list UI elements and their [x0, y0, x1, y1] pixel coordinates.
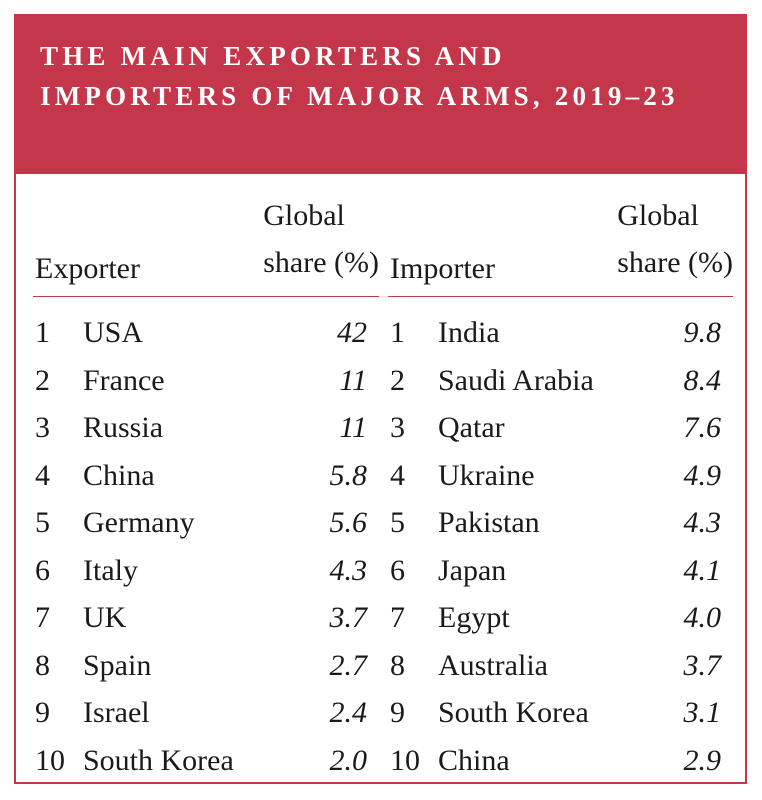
share-value-cell: 2.4 — [329, 696, 368, 729]
rank-cell: 9 — [35, 696, 50, 729]
exporter-rows: 1 USA 42 2 France 11 3 Russia 11 4 China 5.8 5 German… — [33, 297, 379, 784]
share-value-cell: 2.7 — [329, 648, 368, 682]
country-cell: South Korea — [83, 743, 234, 777]
importer-column-header: Importer — [390, 252, 495, 285]
country-cell: UK — [83, 601, 127, 634]
rank-cell: 7 — [390, 601, 405, 634]
table-card: THE MAIN EXPORTERS AND IMPORTERS OF MAJO… — [14, 14, 747, 784]
country-cell: India — [438, 316, 500, 349]
table-row: 8 Spain 2.7 — [33, 642, 379, 690]
country-cell: Saudi Arabia — [438, 363, 594, 397]
rank-cell: 7 — [35, 601, 50, 634]
rank-cell: 4 — [35, 458, 50, 492]
table-row: 8 Australia 3.7 — [388, 642, 733, 690]
share-value-cell: 4.9 — [683, 458, 722, 492]
share-value-cell: 8.4 — [683, 363, 722, 397]
importer-share-column-header: Global share (%) — [617, 192, 733, 286]
share-value-cell: 4.1 — [683, 553, 722, 587]
exporter-share-column-header: Global share (%) — [263, 192, 379, 286]
table-row: 7 Egypt 4.0 — [388, 594, 733, 642]
country-cell: Spain — [83, 648, 152, 682]
share-value-cell: 11 — [339, 363, 367, 397]
country-cell: China — [438, 743, 510, 777]
exporter-column-header: Exporter — [35, 252, 140, 285]
table-row: 2 Saudi Arabia 8.4 — [388, 357, 733, 405]
country-cell: Pakistan — [438, 506, 540, 539]
exporter-share-header-line1: Global — [263, 199, 345, 232]
rank-cell: 6 — [35, 553, 50, 587]
rank-cell: 1 — [35, 316, 50, 349]
table-row: 4 China 5.8 — [33, 452, 379, 500]
share-value-cell: 4.3 — [683, 506, 722, 539]
share-value-cell: 4.0 — [683, 601, 722, 634]
table-row: 3 Qatar 7.6 — [388, 404, 733, 452]
title-banner: THE MAIN EXPORTERS AND IMPORTERS OF MAJO… — [16, 16, 745, 174]
rank-cell: 3 — [390, 411, 405, 444]
share-value-cell: 42 — [337, 316, 367, 349]
table-row: 5 Pakistan 4.3 — [388, 499, 733, 547]
rank-cell: 2 — [390, 363, 405, 397]
rank-cell: 3 — [35, 411, 50, 444]
rank-cell: 10 — [35, 743, 65, 777]
exporter-share-header-line2: share (%) — [263, 246, 379, 279]
importer-share-header-line1: Global — [617, 199, 699, 232]
share-value-cell: 3.1 — [683, 696, 722, 729]
table-row: 9 Israel 2.4 — [33, 689, 379, 737]
country-cell: Russia — [83, 411, 164, 444]
country-cell: Australia — [438, 648, 548, 682]
table-row: 7 UK 3.7 — [33, 594, 379, 642]
country-cell: Italy — [83, 553, 138, 587]
table-row: 5 Germany 5.6 — [33, 499, 379, 547]
table-row: 1 India 9.8 — [388, 309, 733, 357]
rank-cell: 10 — [390, 743, 420, 777]
rank-cell: 8 — [35, 648, 50, 682]
share-value-cell: 2.0 — [329, 743, 368, 777]
country-cell: Ukraine — [438, 458, 535, 492]
rank-cell: 9 — [390, 696, 405, 729]
table-row: 4 Ukraine 4.9 — [388, 452, 733, 500]
table-row: 10 South Korea 2.0 — [33, 737, 379, 785]
share-value-cell: 3.7 — [683, 648, 722, 682]
share-value-cell: 3.7 — [329, 601, 368, 634]
share-value-cell: 11 — [339, 411, 367, 444]
page-title: THE MAIN EXPORTERS AND IMPORTERS OF MAJO… — [40, 41, 679, 111]
table-row: 10 China 2.9 — [388, 737, 733, 785]
share-value-cell: 4.3 — [329, 553, 368, 587]
importers-table: Importer Global share (%) 1 India 9.8 2 Saud… — [388, 186, 733, 784]
importer-rows: 1 India 9.8 2 Saudi Arabia 8.4 3 Qatar 7.6 4 Ukrai… — [388, 297, 733, 784]
country-cell: Germany — [83, 506, 195, 539]
rank-cell: 1 — [390, 316, 405, 349]
country-cell: Israel — [83, 696, 150, 729]
country-cell: South Korea — [438, 696, 589, 729]
share-value-cell: 7.6 — [683, 411, 722, 444]
country-cell: Japan — [438, 553, 507, 587]
rank-cell: 2 — [35, 363, 50, 397]
rank-cell: 5 — [35, 506, 50, 539]
rank-cell: 6 — [390, 553, 405, 587]
share-value-cell: 5.6 — [329, 506, 368, 539]
table-row: 9 South Korea 3.1 — [388, 689, 733, 737]
country-cell: China — [83, 458, 155, 492]
importers-header: Importer Global share (%) — [388, 186, 733, 297]
rank-cell: 8 — [390, 648, 405, 682]
table-row: 6 Japan 4.1 — [388, 547, 733, 595]
country-cell: USA — [83, 316, 144, 349]
country-cell: France — [83, 363, 165, 397]
share-value-cell: 9.8 — [683, 316, 722, 349]
share-value-cell: 2.9 — [683, 743, 722, 777]
exporters-table: Exporter Global share (%) 1 USA 42 2 France 1… — [33, 186, 379, 784]
table-row: 3 Russia 11 — [33, 404, 379, 452]
table-row: 1 USA 42 — [33, 309, 379, 357]
country-cell: Qatar — [438, 411, 505, 444]
country-cell: Egypt — [438, 601, 510, 634]
table-row: 6 Italy 4.3 — [33, 547, 379, 595]
importer-share-header-line2: share (%) — [617, 246, 733, 279]
table-row: 2 France 11 — [33, 357, 379, 405]
exporters-header: Exporter Global share (%) — [33, 186, 379, 297]
rank-cell: 5 — [390, 506, 405, 539]
share-value-cell: 5.8 — [329, 458, 368, 492]
rank-cell: 4 — [390, 458, 405, 492]
